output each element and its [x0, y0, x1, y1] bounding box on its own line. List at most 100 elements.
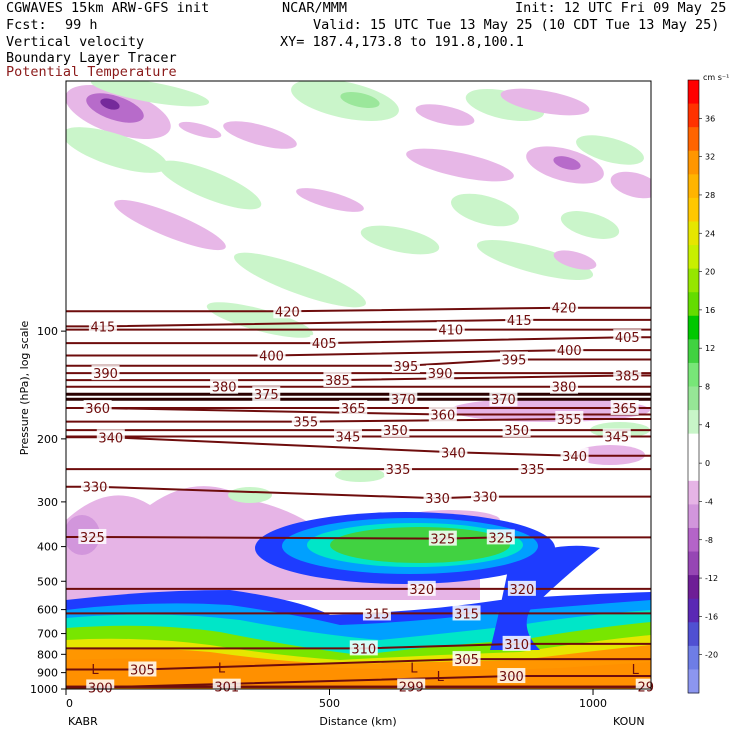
theta-label: 320	[409, 583, 434, 598]
theta-label-bg	[78, 528, 107, 544]
theta-line	[66, 306, 651, 313]
theta-label: 305	[454, 653, 479, 668]
theta-label: 390	[428, 367, 453, 382]
plume-tail	[490, 545, 600, 650]
theta-label-bg	[291, 413, 320, 429]
theta-label-bg	[507, 580, 536, 596]
theta-label-bg	[610, 400, 639, 416]
colorbar-swatch	[688, 197, 699, 222]
low-marker: L	[410, 661, 418, 676]
theta-label: 345	[336, 431, 361, 446]
colorbar-tick-label: 8	[705, 383, 710, 392]
header-init: Init: 12 UTC Fri 09 May 25	[515, 0, 727, 16]
theta-label-bg	[397, 678, 426, 694]
colorbar-tick-label: 24	[705, 229, 715, 238]
x-axis-label: Distance (km)	[319, 715, 396, 728]
colorbar-swatch	[688, 433, 699, 458]
downdraft-blob	[415, 104, 475, 126]
header-fcst-label: Fcst:	[6, 17, 47, 33]
updraft-blob	[335, 468, 385, 482]
theta-label: 365	[612, 402, 637, 417]
downdraft-blob	[500, 88, 590, 116]
colorbar-tick-label: 12	[705, 344, 715, 353]
colorbar: 36 32 28 24 20 16 12 8 4 0 -4 -8 -12 -16 -20	[687, 79, 718, 694]
theta-label: 360	[430, 409, 455, 424]
colorbar-tick-label: -8	[705, 536, 713, 545]
colorbar-swatch	[688, 174, 699, 199]
theta-label: 340	[441, 446, 466, 461]
theta-label: 380	[552, 381, 577, 396]
theta-label-bg	[486, 529, 515, 545]
colorbar-tick-label: 0	[705, 459, 710, 468]
theta-label-bg	[470, 488, 499, 504]
theta-label-bg	[452, 651, 481, 667]
theta-label: 410	[438, 324, 463, 339]
theta-label: 320	[509, 583, 534, 598]
theta-label-bg	[362, 605, 391, 621]
y-axis-label: Pressure (hPa), log scale	[18, 321, 31, 456]
x-tick-label: 0	[66, 697, 73, 710]
l-markers: L L LL L	[91, 661, 639, 685]
updraft-blob	[90, 81, 210, 107]
theta-label: 370	[491, 393, 516, 408]
theta-label: 400	[557, 344, 582, 359]
theta-label: 350	[383, 424, 408, 439]
theta-line	[66, 642, 651, 650]
theta-line	[66, 349, 651, 357]
theta-label-bg	[550, 378, 579, 394]
theta-label-bg	[339, 400, 368, 416]
theta-label-bg	[613, 329, 642, 345]
colorbar-tick-label: 32	[705, 153, 715, 162]
theta-labels: 415 420 415 420 410 405 405 400 400 395 395 390 390 3…	[78, 299, 656, 696]
theta-label-bg	[391, 357, 420, 373]
theta-label-bg	[423, 490, 452, 506]
downdraft-blob	[223, 121, 297, 149]
updraft-blob	[158, 160, 262, 210]
colorbar-tick-label: 4	[705, 421, 710, 430]
theta-label: 310	[351, 642, 376, 657]
y-axis: 100 200 300 400 500 600 700 800 900 1000	[30, 325, 66, 696]
theta-label-bg	[428, 530, 457, 546]
left-endpoint-label: KABR	[68, 715, 98, 728]
low-marker: L	[218, 661, 226, 676]
theta-label-bg	[310, 335, 339, 351]
header-xy: XY= 187.4,173.8 to 191.8,100.1	[280, 34, 524, 50]
theta-label: 301	[214, 681, 239, 696]
theta-label: 315	[365, 607, 390, 622]
y-tick-label: 400	[37, 541, 58, 554]
colorbar-tick-label: 20	[705, 268, 715, 277]
theta-label-bg	[91, 365, 120, 381]
updraft-blob	[576, 135, 644, 165]
theta-label-bg	[407, 580, 436, 596]
theta-label: 335	[520, 463, 545, 478]
theta-label-bg	[613, 367, 642, 383]
theta-label: 305	[130, 663, 155, 678]
theta-label-bg	[439, 444, 468, 460]
theta-label-bg	[497, 668, 526, 684]
theta-label-bg	[210, 378, 239, 394]
colorbar-swatch	[688, 268, 699, 293]
colorbar-units: cm s⁻¹	[703, 73, 729, 82]
theta-label-bg	[518, 461, 547, 477]
theta-label: 370	[391, 393, 416, 408]
theta-label: 405	[615, 331, 640, 346]
colorbar-tick-label: 36	[705, 114, 715, 123]
theta-label-bg	[384, 461, 413, 477]
header-valid: Valid: 15 UTC Tue 13 May 25 (10 CDT Tue …	[313, 17, 720, 33]
theta-label: 325	[80, 531, 105, 546]
colorbar-tick-label: 28	[705, 191, 715, 200]
colorbar-swatch	[688, 103, 699, 128]
theta-label: 380	[212, 381, 237, 396]
y-tick-label: 500	[37, 575, 58, 588]
downdraft-blob	[553, 250, 597, 270]
downdraft-blob	[406, 148, 514, 182]
theta-label-bg	[502, 422, 531, 438]
colorbar-swatch	[688, 315, 699, 340]
theta-line	[66, 658, 651, 671]
theta-label-bg	[273, 303, 302, 319]
updraft-blob	[360, 225, 440, 255]
theta-label: 395	[394, 360, 419, 375]
colorbar-swatch	[688, 669, 699, 694]
theta-label-bg	[80, 478, 109, 494]
